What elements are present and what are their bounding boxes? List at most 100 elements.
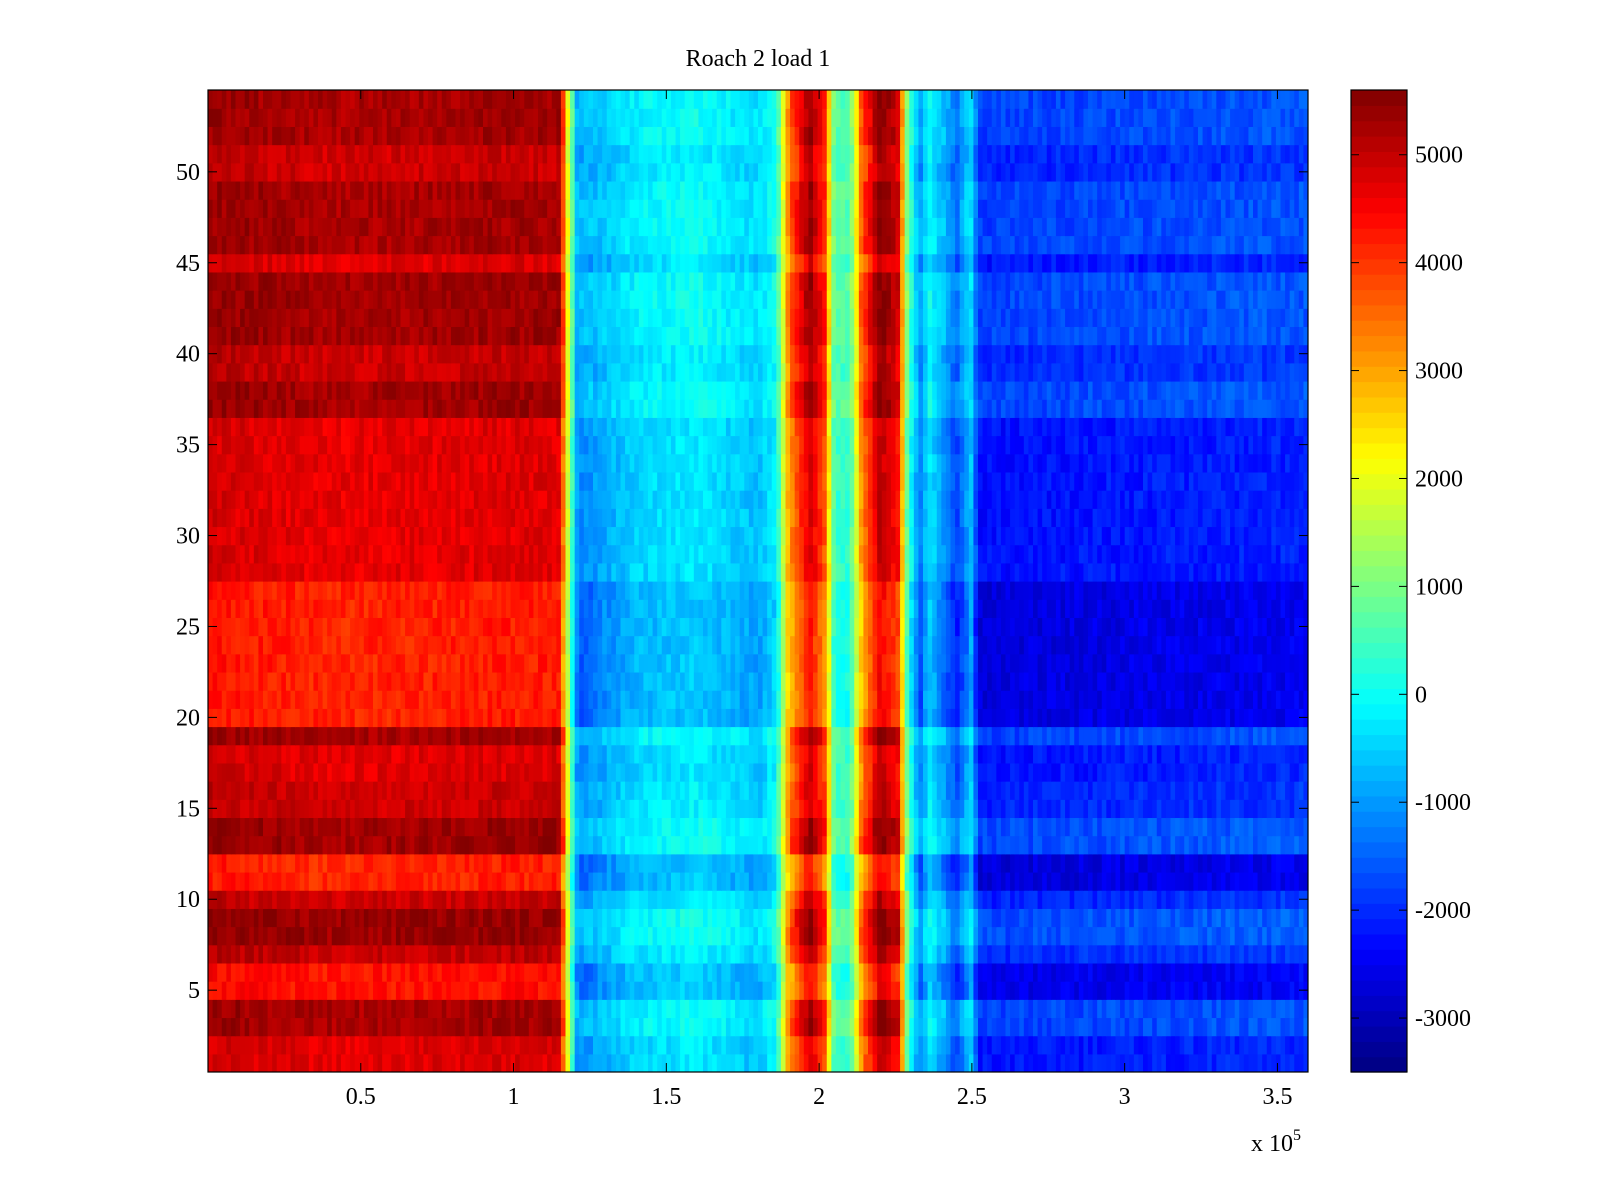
heatmap-cell (336, 944, 342, 964)
heatmap-cell (318, 890, 324, 909)
heatmap-cell (446, 853, 452, 873)
heatmap-cell (1106, 817, 1112, 837)
heatmap-cell (460, 817, 466, 837)
heatmap-cell (560, 817, 567, 837)
heatmap-cell (959, 835, 965, 855)
heatmap-cell (331, 726, 337, 746)
heatmap-cell (1055, 690, 1062, 709)
heatmap-cell (538, 781, 544, 800)
heatmap-cell (1266, 981, 1272, 1000)
heatmap-cell (1275, 799, 1282, 819)
heatmap-cell (721, 981, 727, 1000)
heatmap-cell (666, 781, 672, 800)
heatmap-cell (377, 781, 383, 800)
heatmap-cell (886, 871, 892, 891)
heatmap-cell (340, 908, 347, 928)
heatmap-cell (263, 726, 269, 746)
heatmap-cell (1115, 871, 1121, 891)
heatmap-cell (1069, 908, 1075, 928)
heatmap-cell (932, 690, 938, 709)
heatmap-cell (583, 871, 590, 891)
heatmap-cell (249, 908, 255, 928)
heatmap-cell (281, 835, 287, 855)
heatmap-cell (1101, 799, 1107, 819)
heatmap-cell (661, 799, 667, 819)
heatmap-cell (602, 690, 608, 709)
heatmap-cell (542, 944, 548, 964)
heatmap-cell (991, 890, 997, 909)
heatmap-cell (872, 944, 878, 964)
heatmap-cell (1175, 835, 1181, 855)
heatmap-cell (400, 762, 406, 782)
heatmap-cell (217, 762, 223, 782)
heatmap-cell (693, 835, 700, 855)
heatmap-cell (1220, 1035, 1227, 1055)
heatmap-cell (712, 817, 718, 837)
heatmap-cell (794, 817, 800, 837)
heatmap-cell (973, 690, 979, 709)
heatmap-cell (1188, 908, 1195, 928)
heatmap-cell (877, 926, 883, 946)
heatmap-cell (1207, 871, 1213, 891)
heatmap-cell (556, 999, 562, 1019)
heatmap-cell (318, 908, 324, 928)
heatmap-cell (1280, 999, 1286, 1019)
heatmap-cell (405, 835, 411, 855)
heatmap-cell (730, 944, 736, 964)
heatmap-cell (698, 944, 704, 964)
heatmap-cell (1225, 835, 1231, 855)
heatmap-cell (1138, 835, 1144, 855)
heatmap-cell (1303, 762, 1308, 782)
heatmap-cell (1271, 981, 1277, 1000)
heatmap-cell (249, 981, 255, 1000)
heatmap-cell (263, 890, 269, 909)
heatmap-cell (574, 1053, 580, 1072)
heatmap-cell (322, 871, 328, 891)
heatmap-cell (822, 708, 828, 728)
heatmap-cell (689, 999, 695, 1019)
heatmap-cell (767, 926, 773, 946)
heatmap-cell (1088, 908, 1094, 928)
heatmap-cell (877, 835, 883, 855)
heatmap-cell (1243, 871, 1250, 891)
heatmap-cell (253, 744, 260, 764)
heatmap-cell (464, 762, 470, 782)
heatmap-cell (551, 708, 557, 728)
heatmap-cell (281, 944, 287, 964)
heatmap-cell (249, 999, 255, 1019)
heatmap-cell (460, 781, 466, 800)
heatmap-cell (615, 1035, 622, 1055)
heatmap-cell (212, 1053, 218, 1072)
heatmap-cell (492, 744, 498, 764)
heatmap-cell (519, 726, 525, 746)
heatmap-cell (602, 762, 608, 782)
heatmap-cell (446, 962, 452, 982)
heatmap-cell (771, 762, 777, 782)
heatmap-cell (1253, 1035, 1259, 1055)
heatmap-cell (322, 926, 328, 946)
heatmap-cell (515, 835, 521, 855)
heatmap-cell (982, 690, 988, 709)
heatmap-cell (574, 1017, 580, 1037)
heatmap-cell (588, 1035, 594, 1055)
heatmap-cell (744, 871, 750, 891)
heatmap-cell (400, 835, 406, 855)
heatmap-cell (1285, 999, 1291, 1019)
heatmap-cell (299, 726, 305, 746)
heatmap-cell (1280, 890, 1286, 909)
heatmap-cell (964, 762, 970, 782)
heatmap-cell (409, 871, 415, 891)
heatmap-cell (707, 890, 713, 909)
heatmap-cell (551, 853, 557, 873)
heatmap-cell (446, 1035, 452, 1055)
heatmap-cell (964, 817, 970, 837)
heatmap-cell (932, 726, 938, 746)
heatmap-cell (1033, 799, 1039, 819)
heatmap-cell (854, 944, 860, 964)
heatmap-cell (1207, 962, 1213, 982)
heatmap-cell (327, 981, 333, 1000)
heatmap-cell (1165, 1053, 1172, 1072)
heatmap-cell (1188, 1035, 1195, 1055)
heatmap-cell (478, 762, 484, 782)
